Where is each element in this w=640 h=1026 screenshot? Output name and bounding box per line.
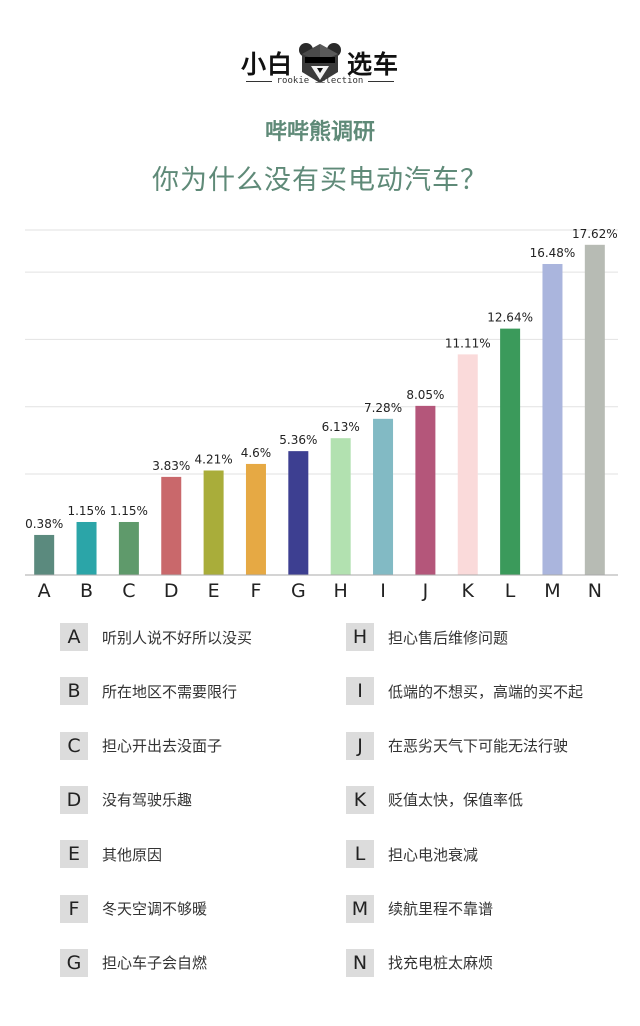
data-label-a: 0.38% (25, 517, 63, 531)
data-label-d: 3.83% (152, 459, 190, 473)
data-label-e: 4.21% (195, 452, 233, 466)
legend-label: 冬天空调不够暖 (102, 900, 208, 918)
legend-item-l: L 担心电池衰减 (346, 839, 478, 869)
legend-key: C (60, 731, 88, 760)
data-label-m: 16.48% (530, 246, 576, 260)
tick-label-a: A (38, 580, 51, 602)
page-subtitle: 你为什么没有买电动汽车？ (152, 165, 488, 196)
legend-key: I (346, 677, 374, 706)
legend-key: B (60, 677, 88, 706)
data-label-n: 17.62% (572, 227, 618, 241)
legend-key: D (60, 785, 88, 814)
legend-label: 担心车子会自燃 (102, 954, 208, 973)
legend-item-n: N 找充电桩太麻烦 (346, 948, 493, 978)
legend-label: 没有驾驶乐趣 (102, 791, 193, 810)
tick-label-e: E (208, 580, 220, 602)
legend-item-m: M 续航里程不靠谱 (346, 894, 493, 924)
legend-label: 所在地区不需要限行 (102, 682, 238, 701)
legend-item-e: E 其他原因 (60, 839, 162, 869)
page-title: 哔哔熊调研 (264, 120, 375, 145)
legend-item-j: J 在恶劣天气下可能无法行驶 (346, 731, 568, 761)
bar-l (500, 328, 521, 575)
tick-label-k: K (462, 580, 475, 602)
legend-key: M (346, 894, 374, 923)
legend-key: E (60, 840, 88, 869)
bar-k (457, 354, 478, 575)
bar-j (415, 405, 436, 575)
data-label-j: 8.05% (406, 388, 444, 402)
logo-text-right: 选车 (347, 50, 400, 79)
tick-label-j: J (422, 580, 429, 602)
bar-g (288, 451, 309, 575)
data-label-h: 6.13% (322, 420, 360, 434)
bar-chart: 0.38% A 1.15% B 1.15% C 3.83% D 4.21% E 4.6% F 5.36%… (25, 227, 618, 602)
legend-key: F (60, 894, 88, 923)
data-label-l: 12.64% (487, 311, 533, 325)
legend-label: 贬值太快，保值率低 (388, 791, 524, 810)
data-label-i: 7.28% (364, 401, 402, 415)
legend-key: A (60, 623, 88, 651)
legend-item-a: A 听别人说不好所以没买 (60, 622, 252, 652)
legend-item-i: I 低端的不想买，高端的买不起 (346, 676, 583, 706)
logo-subtitle: rookie selection (0, 76, 640, 86)
legend-item-k: K 贬值太快，保值率低 (346, 785, 523, 815)
legend-label: 低端的不想买，高端的买不起 (388, 682, 584, 701)
legend-label: 担心开出去没面子 (102, 737, 223, 756)
bar-b (76, 521, 97, 575)
bar-i (373, 418, 394, 575)
tick-label-b: B (80, 580, 93, 602)
logo: 小白 选车 rookie selection (0, 18, 640, 90)
tick-label-l: L (505, 580, 516, 602)
tick-label-f: F (250, 580, 261, 602)
legend-label: 找充电桩太麻烦 (388, 954, 494, 973)
bar-e (203, 470, 224, 575)
tick-label-d: D (164, 580, 179, 602)
legend-label: 续航里程不靠谱 (388, 900, 494, 918)
bar-d (161, 476, 182, 575)
legend-key: L (346, 840, 374, 869)
legend-label: 担心售后维修问题 (388, 628, 509, 647)
legend-item-b: B 所在地区不需要限行 (60, 676, 237, 706)
legend-item-c: C 担心开出去没面子 (60, 731, 222, 761)
legend-label: 其他原因 (102, 845, 163, 864)
bar-f (245, 463, 266, 575)
tick-label-c: C (122, 580, 135, 602)
tick-label-i: I (380, 580, 386, 602)
data-label-f: 4.6% (241, 446, 272, 460)
legend-label: 听别人说不好所以没买 (102, 628, 253, 647)
bar-a (34, 534, 55, 575)
logo-text-left: 小白 (240, 50, 293, 79)
legend-item-f: F 冬天空调不够暖 (60, 894, 207, 924)
bar-m (542, 263, 563, 575)
logo-sub-text: rookie selection (276, 76, 364, 86)
tick-label-g: G (291, 580, 306, 602)
bar-n (584, 244, 605, 575)
data-label-b: 1.15% (67, 504, 105, 518)
legend-item-g: G 担心车子会自燃 (60, 948, 207, 978)
tick-label-m: M (544, 580, 560, 602)
tick-label-n: N (588, 580, 602, 602)
data-label-c: 1.15% (110, 504, 148, 518)
legend-key: N (346, 948, 374, 977)
tick-label-h: H (334, 580, 348, 602)
bear-icon (299, 43, 341, 83)
bar-c (118, 521, 139, 575)
legend-label: 在恶劣天气下可能无法行驶 (388, 737, 569, 756)
legend-item-h: H 担心售后维修问题 (346, 622, 508, 652)
data-label-k: 11.11% (445, 336, 491, 350)
legend-key: J (346, 731, 374, 760)
legend-item-d: D 没有驾驶乐趣 (60, 785, 192, 815)
legend-key: K (346, 785, 374, 814)
legend-key: H (346, 623, 374, 651)
bar-h (330, 438, 351, 575)
legend-key: G (60, 948, 88, 977)
data-label-g: 5.36% (279, 433, 317, 447)
legend-label: 担心电池衰减 (388, 845, 479, 864)
